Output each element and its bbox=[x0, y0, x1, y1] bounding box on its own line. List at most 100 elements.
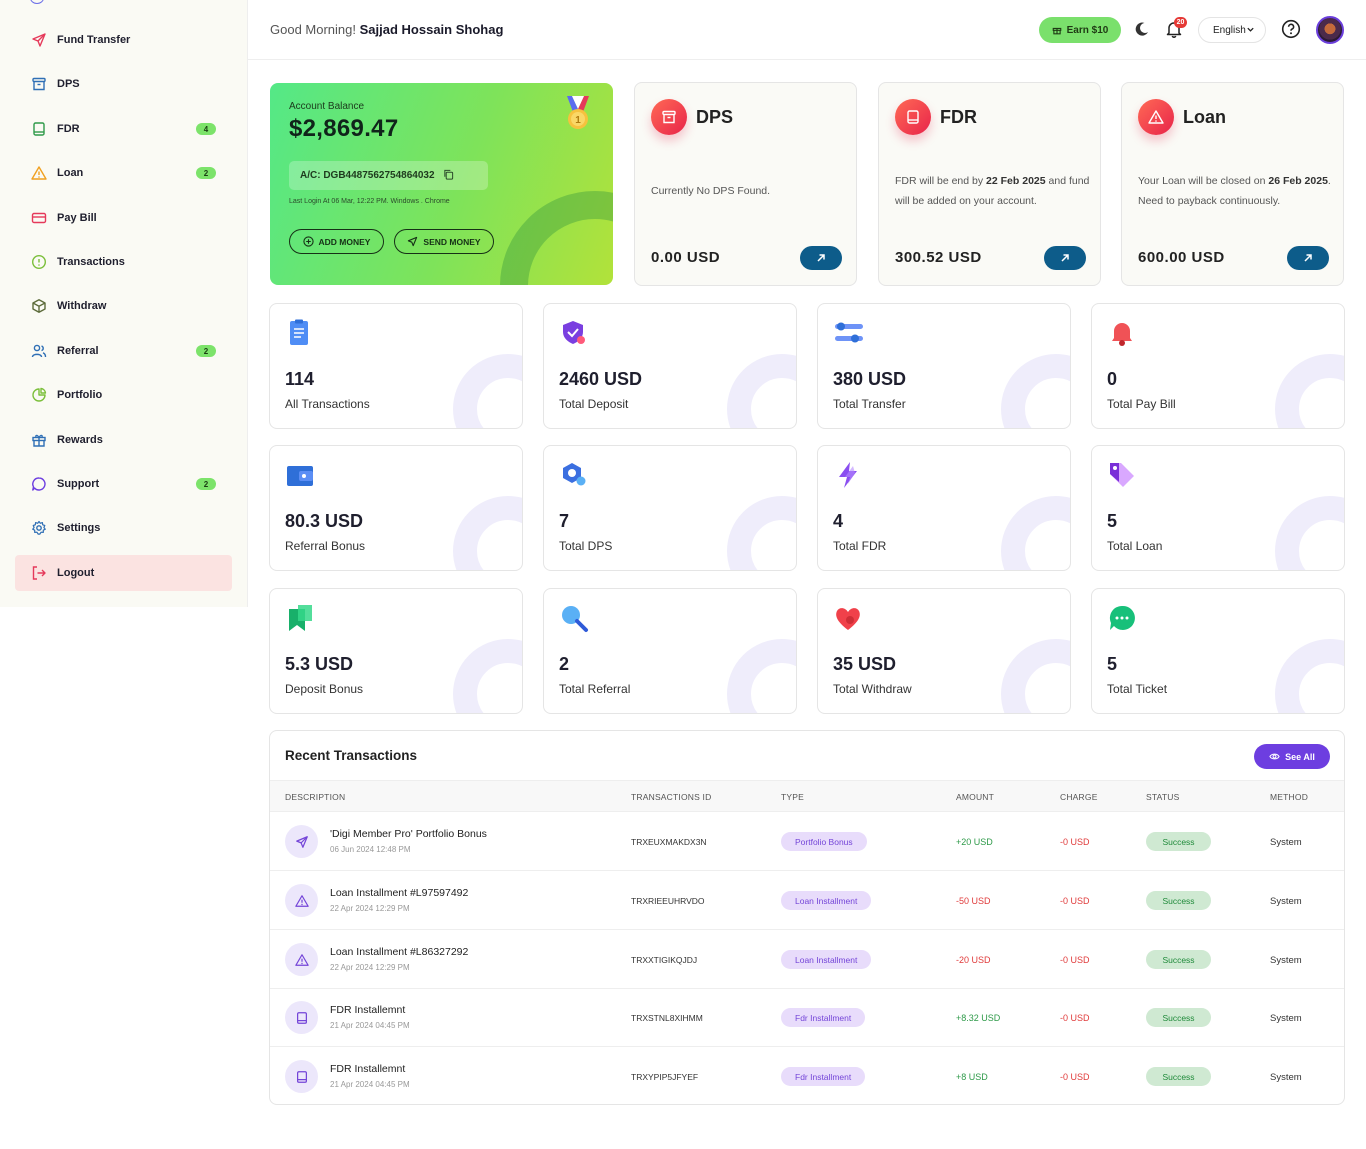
sidebar-item-label: Transactions bbox=[57, 256, 125, 268]
stat-card[interactable]: 114 All Transactions bbox=[269, 303, 523, 429]
transaction-date: 21 Apr 2024 04:45 PM bbox=[330, 1021, 410, 1030]
table-row[interactable]: Loan Installment #L86327292 22 Apr 2024 … bbox=[270, 930, 1344, 989]
logout-icon bbox=[31, 565, 47, 581]
medal-icon: 1 bbox=[562, 95, 594, 136]
sidebar-item-withdraw[interactable]: Withdraw bbox=[15, 288, 232, 324]
heart-icon bbox=[833, 603, 863, 633]
sidebar-item-transactions[interactable]: Transactions bbox=[15, 244, 232, 280]
stat-card[interactable]: 4 Total FDR bbox=[817, 445, 1071, 571]
stat-label: Total FDR bbox=[833, 539, 887, 553]
decorative-ring bbox=[453, 496, 522, 570]
stat-card[interactable]: 2460 USD Total Deposit bbox=[543, 303, 797, 429]
transaction-charge: -0 USD bbox=[1060, 1013, 1090, 1023]
product-title: DPS bbox=[696, 107, 734, 127]
archive-icon bbox=[31, 76, 47, 92]
sidebar-item-settings[interactable]: Settings bbox=[15, 510, 232, 546]
add-money-button[interactable]: ADD MONEY bbox=[289, 229, 384, 254]
sidebar-item-pay-bill[interactable]: Pay Bill bbox=[15, 200, 232, 236]
table-row[interactable]: 'Digi Member Pro' Portfolio Bonus 06 Jun… bbox=[270, 812, 1344, 871]
sidebar-item-fund-transfer[interactable]: Fund Transfer bbox=[15, 22, 232, 58]
sidebar-item-rewards[interactable]: Rewards bbox=[15, 422, 232, 458]
description-text: and fund will be added on your account. bbox=[895, 175, 1090, 207]
sidebar-item-label: Support bbox=[57, 478, 100, 490]
wallet-icon bbox=[285, 460, 315, 490]
sidebar-item-support[interactable]: Support 2 bbox=[15, 466, 232, 502]
stat-value: 7 bbox=[559, 511, 570, 531]
table-row[interactable]: FDR Installemnt 21 Apr 2024 04:45 PM TRX… bbox=[270, 988, 1344, 1047]
type-badge: Loan Installment bbox=[781, 891, 872, 910]
sidebar-item-label: Pay Bill bbox=[57, 212, 97, 224]
open-dps-button[interactable] bbox=[800, 246, 842, 270]
product-description: Currently No DPS Found. bbox=[651, 181, 846, 201]
sidebar-item-portfolio[interactable]: Portfolio bbox=[15, 377, 232, 413]
stat-card[interactable]: 7 Total DPS bbox=[543, 445, 797, 571]
transaction-id: TRXXTIGIKQJDJ bbox=[631, 955, 698, 965]
transaction-amount: +20 USD bbox=[956, 837, 993, 847]
decorative-ring bbox=[727, 639, 796, 713]
sidebar-item-label: Fund Transfer bbox=[57, 34, 131, 46]
arrow-up-right-icon bbox=[1059, 252, 1071, 264]
sidebar-item-fdr[interactable]: FDR 4 bbox=[15, 111, 232, 147]
transaction-charge: -0 USD bbox=[1060, 896, 1090, 906]
sidebar-item-label: DPS bbox=[57, 78, 80, 90]
notification-button[interactable]: 20 bbox=[1165, 17, 1187, 43]
earn-button[interactable]: Earn $10 bbox=[1039, 17, 1121, 43]
status-badge: Success bbox=[1146, 891, 1211, 910]
avatar[interactable] bbox=[1316, 16, 1344, 44]
book-icon bbox=[285, 1001, 318, 1034]
see-all-button[interactable]: See All bbox=[1254, 744, 1330, 769]
transaction-method: System bbox=[1270, 955, 1302, 966]
search-user-icon bbox=[559, 603, 589, 633]
stat-label: Total Referral bbox=[559, 682, 631, 696]
svg-text:1: 1 bbox=[575, 115, 581, 126]
stat-card[interactable]: 35 USD Total Withdraw bbox=[817, 588, 1071, 714]
transaction-id: TRXEUXMAKDX3N bbox=[631, 837, 707, 847]
help-icon[interactable] bbox=[1281, 19, 1301, 44]
transaction-method: System bbox=[1270, 1013, 1302, 1024]
stat-value: 5 bbox=[1107, 654, 1118, 674]
table-row[interactable]: Loan Installment #L97597492 22 Apr 2024 … bbox=[270, 871, 1344, 930]
send-money-button[interactable]: SEND MONEY bbox=[394, 229, 494, 254]
sidebar-item-dps[interactable]: DPS bbox=[15, 66, 232, 102]
stat-card[interactable]: 5.3 USD Deposit Bonus bbox=[269, 588, 523, 714]
send-icon bbox=[407, 236, 423, 247]
transaction-charge: -0 USD bbox=[1060, 955, 1090, 965]
stat-card[interactable]: 80.3 USD Referral Bonus bbox=[269, 445, 523, 571]
add-money-label: ADD MONEY bbox=[318, 236, 371, 247]
tag-icon bbox=[1107, 460, 1137, 490]
last-login: Last Login At 06 Mar, 12:22 PM. Windows … bbox=[289, 198, 450, 205]
language-select[interactable]: English bbox=[1198, 17, 1266, 43]
status-badge: Success bbox=[1146, 1008, 1211, 1027]
sidebar-item-label: Loan bbox=[57, 167, 84, 179]
type-badge: Fdr Installment bbox=[781, 1008, 866, 1027]
decorative-ring bbox=[453, 639, 522, 713]
copy-icon[interactable] bbox=[443, 169, 454, 183]
column-header: STATUS bbox=[1146, 792, 1180, 802]
transaction-charge: -0 USD bbox=[1060, 837, 1090, 847]
stat-card[interactable]: 2 Total Referral bbox=[543, 588, 797, 714]
moon-icon[interactable] bbox=[1134, 21, 1150, 42]
transaction-amount: +8 USD bbox=[956, 1072, 988, 1082]
stat-label: Total Loan bbox=[1107, 539, 1163, 553]
transaction-description: 'Digi Member Pro' Portfolio Bonus bbox=[330, 828, 487, 840]
dps-card: DPS Currently No DPS Found. 0.00 USD bbox=[634, 82, 857, 286]
greeting-text: Good Morning! bbox=[270, 22, 356, 37]
description-text: Your Loan will be closed on bbox=[1138, 175, 1269, 187]
table-row[interactable]: FDR Installemnt 21 Apr 2024 04:45 PM TRX… bbox=[270, 1047, 1344, 1104]
bell-icon bbox=[1107, 318, 1137, 348]
greeting: Good Morning! Sajjad Hossain Shohag bbox=[270, 22, 503, 37]
sidebar-item-referral[interactable]: Referral 2 bbox=[15, 333, 232, 369]
stat-card[interactable]: 380 USD Total Transfer bbox=[817, 303, 1071, 429]
stat-label: All Transactions bbox=[285, 397, 370, 411]
sidebar-item-loan[interactable]: Loan 2 bbox=[15, 155, 232, 191]
type-badge: Loan Installment bbox=[781, 950, 872, 969]
open-fdr-button[interactable] bbox=[1044, 246, 1086, 270]
open-loan-button[interactable] bbox=[1287, 246, 1329, 270]
transaction-date: 21 Apr 2024 04:45 PM bbox=[330, 1080, 410, 1089]
stat-card[interactable]: 5 Total Ticket bbox=[1091, 588, 1345, 714]
pie-icon bbox=[31, 387, 47, 403]
stat-card[interactable]: 0 Total Pay Bill bbox=[1091, 303, 1345, 429]
sidebar-item-logout[interactable]: Logout bbox=[15, 555, 232, 591]
transaction-description: Loan Installment #L97597492 bbox=[330, 887, 469, 899]
stat-card[interactable]: 5 Total Loan bbox=[1091, 445, 1345, 571]
